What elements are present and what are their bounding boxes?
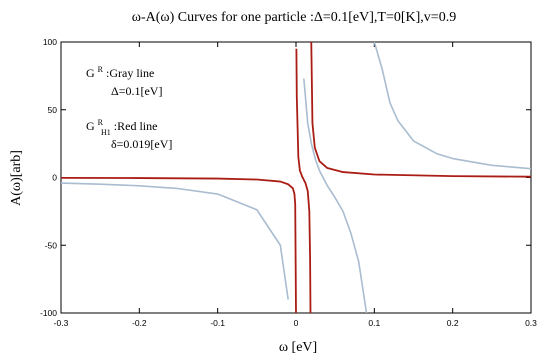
x-tick-label: 0.1 [368, 318, 380, 328]
x-axis: -0.3 -0.2 -0.1 0 0.1 0.2 0.3 [54, 42, 537, 328]
annotation-red-label: G R H1 :Red line [86, 114, 157, 138]
y-tick-label: 0 [52, 173, 57, 183]
y-tick-label: -100 [40, 308, 57, 318]
y-axis: -100 -50 0 50 100 [40, 37, 531, 318]
x-tick-label: 0.3 [525, 318, 537, 328]
annotation-gray-label: G R :Gray line [86, 61, 154, 80]
red-series-line-segment [310, 42, 531, 178]
gray-series-line-segment [373, 42, 531, 170]
y-tick-label: 50 [48, 105, 58, 115]
y-tick-label: -50 [45, 240, 58, 250]
annotation-red-label-rest: :Red line [114, 119, 158, 133]
annotation-gray-label-main: G [86, 66, 95, 80]
x-tick-label: 0 [294, 318, 299, 328]
x-tick-label: -0.3 [54, 318, 69, 328]
annotation-red-param: δ=0.019[eV] [111, 137, 172, 151]
series-layer [61, 42, 531, 313]
x-axis-label: ω [eV] [279, 340, 317, 355]
x-tick-label: -0.2 [132, 318, 147, 328]
annotation-gray-label-rest: :Gray line [106, 66, 154, 80]
x-tick-label: 0.2 [447, 318, 459, 328]
annotation-red-label-sup: R [98, 118, 104, 127]
annotation-gray-label-sup: R [98, 65, 104, 74]
chart-title: ω-A(ω) Curves for one particle :Δ=0.1[eV… [132, 10, 456, 25]
gray-series-line-segment [303, 78, 368, 313]
annotation-red-label-main: G [86, 119, 95, 133]
annotation-red-label-sub: H1 [101, 128, 111, 137]
y-axis-label: A(ω)[arb] [9, 150, 24, 206]
red-series-line-segment [61, 177, 297, 313]
red-series-line-segment [295, 48, 312, 313]
annotation-gray-param: Δ=0.1[eV] [111, 84, 162, 98]
y-tick-label: 100 [43, 37, 57, 47]
gray-series-line-segment [61, 182, 289, 300]
x-tick-label: -0.1 [210, 318, 225, 328]
